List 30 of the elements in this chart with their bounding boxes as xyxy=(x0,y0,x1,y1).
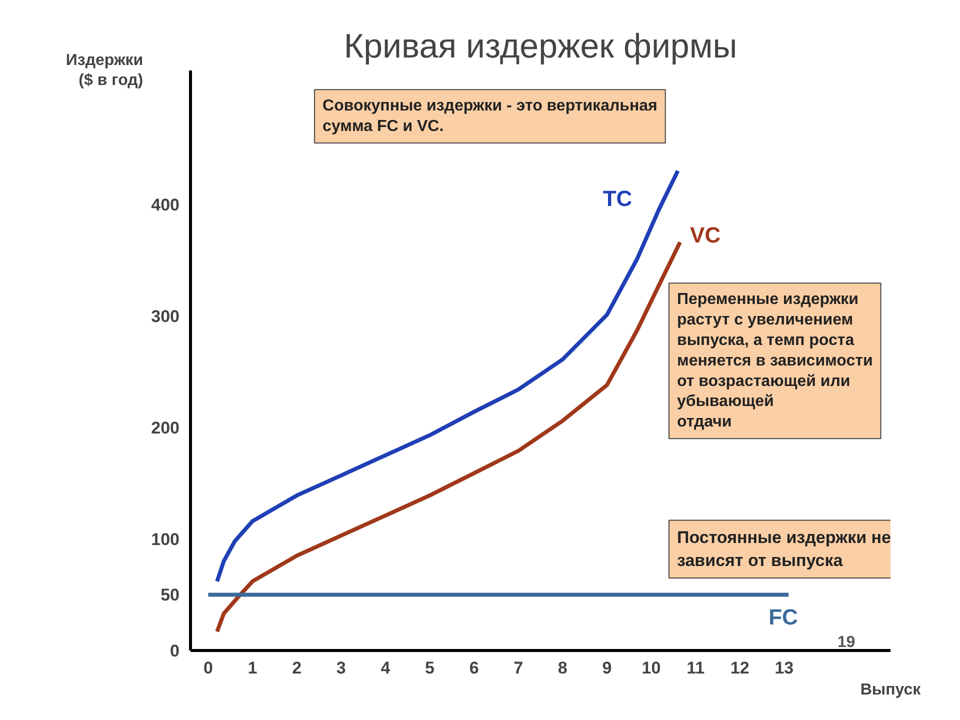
y-tick-label: 100 xyxy=(151,530,180,549)
x-tick-label: 1 xyxy=(248,658,258,678)
x-tick-label: 10 xyxy=(642,658,661,678)
x-tick-label: 12 xyxy=(730,658,750,678)
y-tick-label: 0 xyxy=(170,642,180,660)
annotation: Переменные издержки растут с увеличением выпуска, а темп роста меняется в зависимости от возрастающей или убывающей отдачи xyxy=(676,291,873,431)
series-label: FC xyxy=(768,604,798,630)
y-tick-label: 400 xyxy=(151,195,180,214)
x-tick-label: 11 xyxy=(686,658,705,678)
x-tick-label: 7 xyxy=(514,658,524,678)
series-label: TC xyxy=(602,186,632,211)
y-tick-label: 50 xyxy=(160,586,180,605)
y-tick-label: 200 xyxy=(151,418,180,438)
chart-title: Кривая издержек фирмы xyxy=(344,28,738,66)
x-tick-label: 3 xyxy=(336,658,346,678)
x-tick-label: 2 xyxy=(292,658,302,678)
x-tick-label: 0 xyxy=(203,658,213,678)
y-axis-title: Издержки ($ в год) xyxy=(66,52,144,90)
x-tick-label: 9 xyxy=(602,658,612,678)
x-axis-title: Выпуск xyxy=(860,682,922,698)
annotation: Постоянные издержки не зависят от выпуска xyxy=(676,528,891,570)
x-tick-label: 4 xyxy=(380,658,391,678)
annotation: Совокупные издержки - это вертикальная сумма FC и VC. xyxy=(322,98,658,135)
x-tick-label: 6 xyxy=(469,658,479,678)
x-tick-label: 5 xyxy=(425,658,434,678)
x-tick-label: 8 xyxy=(558,658,568,678)
y-tick-label: 300 xyxy=(151,306,180,326)
series-label: VC xyxy=(690,222,721,248)
x-tick-label: 13 xyxy=(774,658,794,678)
annotation: 19 xyxy=(837,634,856,652)
